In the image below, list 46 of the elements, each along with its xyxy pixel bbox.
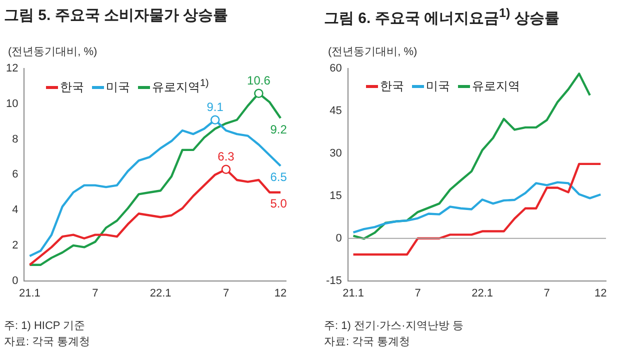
y-tick-label: 15 bbox=[330, 190, 342, 202]
legend-label: 한국 bbox=[380, 78, 404, 95]
x-tick-label: 21.1 bbox=[342, 287, 364, 300]
y-tick-label: 2 bbox=[12, 239, 18, 252]
y-tick-label: 30 bbox=[330, 148, 342, 160]
legend-label: 유로지역 bbox=[472, 78, 520, 95]
y-tick-label: 10 bbox=[6, 98, 18, 110]
y-tick-label: 6 bbox=[12, 168, 18, 181]
x-tick-label: 7 bbox=[222, 287, 230, 300]
x-tick-label: 7 bbox=[92, 287, 98, 300]
chart-title: 그림 5. 주요국 소비자물가 상승률 bbox=[4, 6, 228, 25]
text: 자료: 각국 통계청 bbox=[4, 335, 90, 350]
data-label: 10.6 bbox=[247, 74, 271, 88]
y-tick-label: -15 bbox=[326, 274, 342, 287]
y-tick-label: 45 bbox=[330, 105, 342, 118]
data-label: 5.0 bbox=[270, 196, 288, 211]
x-tick-label: 21.1 bbox=[18, 287, 40, 300]
x-tick-label: 22.1 bbox=[150, 287, 172, 300]
x-tick-label: 12 bbox=[594, 287, 607, 300]
text: 주: 1) HICP 기준 bbox=[4, 319, 86, 334]
text: 자료: 각국 통계청 bbox=[324, 335, 412, 350]
x-tick-label: 12 bbox=[274, 287, 287, 300]
legend-label: 한국 bbox=[60, 78, 84, 96]
point bbox=[254, 88, 264, 98]
data-label: 9.2 bbox=[270, 122, 288, 136]
y-tick-label: 60 bbox=[330, 62, 342, 75]
point bbox=[210, 115, 220, 125]
x-tick-label: 7 bbox=[544, 287, 550, 300]
y-axis-title: (전년동기대비, %) bbox=[328, 45, 418, 59]
data-label: 6.3 bbox=[218, 150, 235, 164]
point bbox=[221, 164, 231, 174]
legend-label: 미국 bbox=[106, 78, 130, 96]
y-tick-label: 8 bbox=[12, 133, 18, 146]
chart-title: 그림 6. 주요국 에너지요금$^{1)}$ 상승률 bbox=[324, 6, 560, 28]
y-axis-title: (전년동기대비, %) bbox=[8, 45, 98, 59]
text: 주: 1) 전기·가스·지역난방 등 bbox=[324, 319, 464, 334]
data-label: 9.1 bbox=[206, 100, 224, 114]
data-label: 6.5 bbox=[270, 170, 288, 184]
legend-label: 유로지역$^{1)}$ bbox=[152, 78, 209, 96]
y-tick-label: 0 bbox=[336, 232, 342, 244]
y-tick-label: 0 bbox=[12, 274, 18, 287]
legend-label: 미국 bbox=[426, 78, 450, 95]
x-tick-label: 7 bbox=[414, 287, 421, 300]
x-tick-label: 22.1 bbox=[472, 287, 494, 300]
y-tick-label: 12 bbox=[6, 62, 18, 75]
y-tick-label: 4 bbox=[12, 204, 18, 216]
